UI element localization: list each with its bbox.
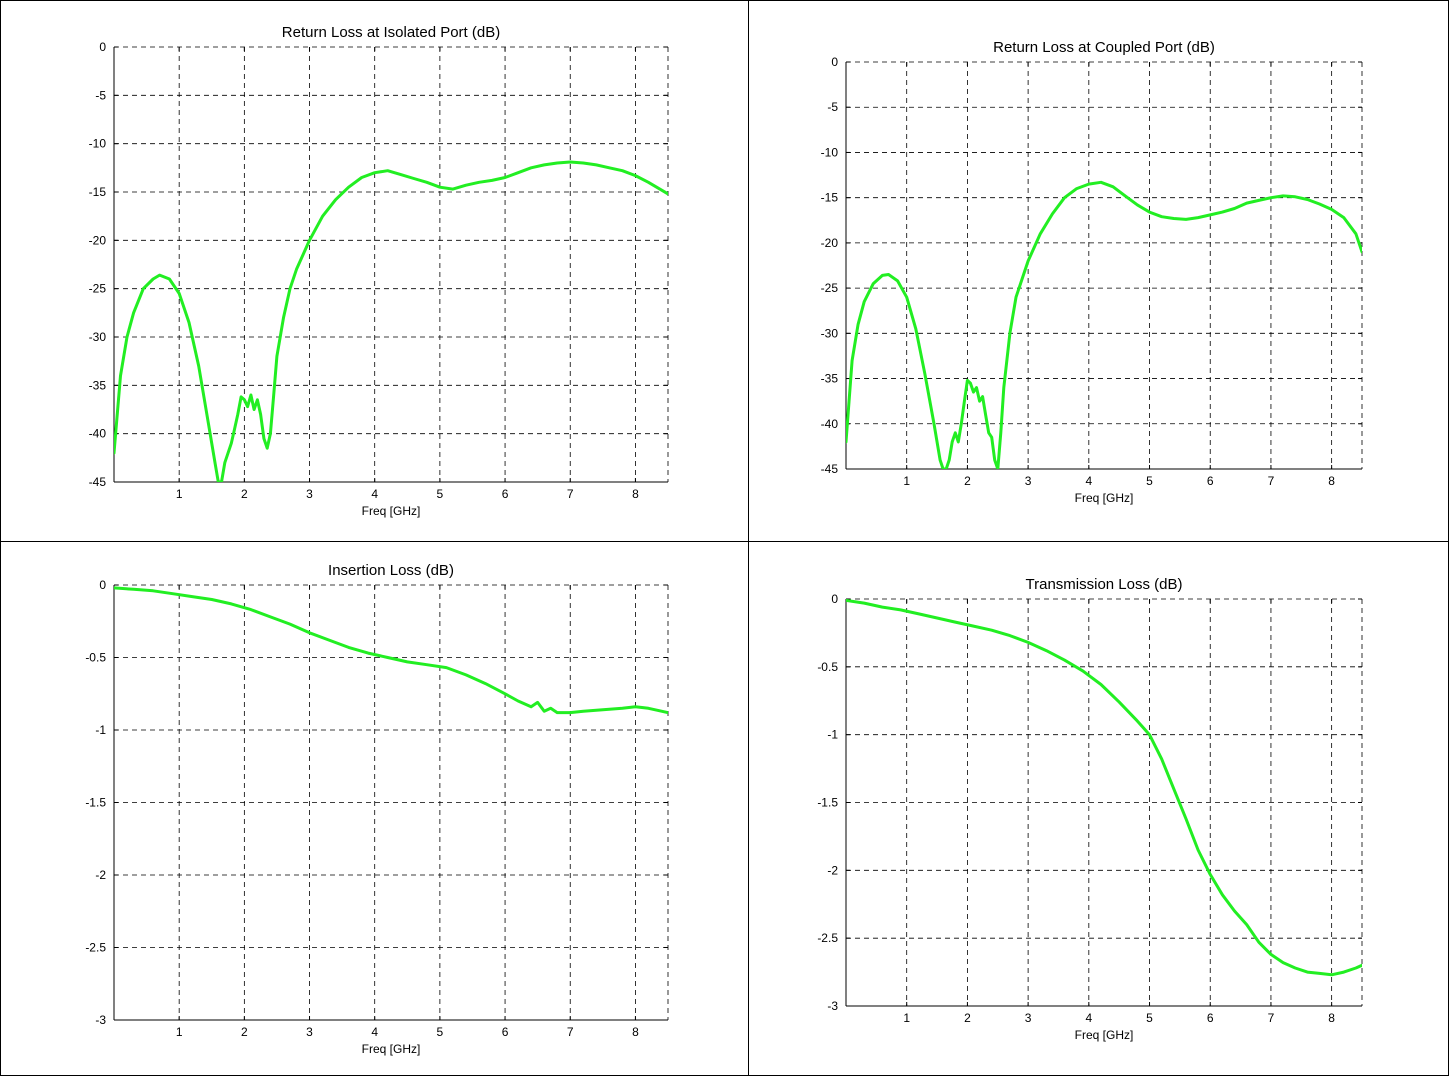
y-tick-label: -20 [821,236,839,250]
y-tick-label: -45 [821,462,839,476]
y-tick-label: 0 [99,578,106,592]
x-tick-label: 8 [1328,474,1335,488]
x-tick-label: 1 [903,1011,910,1025]
chart-return-loss-coupled: Return Loss at Coupled Port (dB) 1 2 3 4 5 6 7 8… [821,39,1363,505]
chart-title: Return Loss at Coupled Port (dB) [993,39,1215,56]
x-axis-label: Freq [GHz] [362,504,421,518]
x-axis-label: Freq [GHz] [362,1042,421,1056]
x-tick-label: 7 [1268,474,1275,488]
y-tick-label: 0 [831,55,838,69]
y-tick-label: -0.5 [817,660,838,674]
y-tick-label: -15 [89,185,107,199]
y-tick-label: -2 [827,863,838,877]
x-tick-label: 1 [903,474,910,488]
y-tick-label: -30 [89,330,107,344]
y-tick-label: -25 [89,282,107,296]
x-tick-label: 4 [371,487,378,501]
y-tick-label: -40 [89,427,107,441]
y-tick-label: -10 [821,145,839,159]
series-line [846,180,1362,469]
y-tick-label: -35 [89,378,107,392]
x-axis-label: Freq [GHz] [1075,491,1134,505]
panel-transmission-loss: Transmission Loss (dB) 1 2 3 4 5 6 7 8 0 -0.5 -1 -1.… [748,541,1449,1076]
panel-return-loss-isolated: Return Loss at Isolated Port (dB) 1 2 3 4 5 6 7… [0,0,749,542]
y-tick-label: -10 [89,137,107,151]
chart-title: Insertion Loss (dB) [328,562,454,579]
x-tick-label: 2 [241,487,248,501]
x-tick-label: 4 [371,1025,378,1039]
y-tick-label: -5 [827,100,838,114]
y-tick-label: 0 [99,40,106,54]
x-tick-label: 5 [437,1025,444,1039]
y-tick-label: -15 [821,191,839,205]
x-tick-label: 5 [437,487,444,501]
x-tick-label: 3 [1025,474,1032,488]
y-tick-label: -2.5 [85,941,106,955]
y-tick-label: -5 [95,88,106,102]
x-tick-label: 2 [241,1025,248,1039]
y-tick-label: -2.5 [817,931,838,945]
series-line [846,599,1362,977]
chart-transmission-loss: Transmission Loss (dB) 1 2 3 4 5 6 7 8 0 -0.5 -1 -1.… [817,576,1363,1042]
y-tick-label: -2 [95,868,106,882]
x-tick-label: 6 [1207,1011,1214,1025]
x-tick-label: 2 [964,1011,971,1025]
y-tick-label: -30 [821,326,839,340]
x-tick-label: 1 [176,487,183,501]
y-tick-label: -35 [821,372,839,386]
y-tick-label: -1.5 [817,796,838,810]
x-tick-label: 5 [1146,474,1153,488]
y-tick-label: -3 [95,1013,106,1027]
x-tick-label: 3 [1025,1011,1032,1025]
series-line [114,586,668,715]
y-tick-label: 0 [831,592,838,606]
x-tick-label: 8 [1328,1011,1335,1025]
y-tick-label: -1 [95,723,106,737]
x-tick-label: 4 [1085,1011,1092,1025]
x-tick-label: 8 [632,1025,639,1039]
y-tick-label: -3 [827,999,838,1013]
x-tick-label: 3 [306,1025,313,1039]
chart-insertion-loss: Insertion Loss (dB) 1 2 3 4 5 6 7 8 0 -0.5 -1 -1.5 -2… [85,562,669,1056]
x-tick-label: 6 [502,1025,509,1039]
series-line [114,160,668,482]
y-tick-label: -45 [89,475,107,489]
x-tick-label: 6 [1207,474,1214,488]
x-tick-label: 7 [1268,1011,1275,1025]
x-tick-label: 2 [964,474,971,488]
y-tick-label: -1 [827,728,838,742]
y-tick-label: -0.5 [85,651,106,665]
x-axis-label: Freq [GHz] [1075,1028,1134,1042]
panel-insertion-loss: Insertion Loss (dB) 1 2 3 4 5 6 7 8 0 -0.5 -1 -1.5 -2… [0,541,749,1076]
y-tick-label: -20 [89,233,107,247]
y-tick-label: -1.5 [85,796,106,810]
chart-title: Transmission Loss (dB) [1026,576,1183,593]
x-tick-label: 8 [632,487,639,501]
chart-return-loss-isolated: Return Loss at Isolated Port (dB) 1 2 3 4 5 6 7… [89,24,669,518]
chart-title: Return Loss at Isolated Port (dB) [282,24,500,41]
x-tick-label: 5 [1146,1011,1153,1025]
x-tick-label: 1 [176,1025,183,1039]
x-tick-label: 6 [502,487,509,501]
x-tick-label: 7 [567,1025,574,1039]
panel-return-loss-coupled: Return Loss at Coupled Port (dB) 1 2 3 4 5 6 7 8… [748,0,1449,542]
y-tick-label: -25 [821,281,839,295]
x-tick-label: 4 [1085,474,1092,488]
y-tick-label: -40 [821,417,839,431]
x-tick-label: 7 [567,487,574,501]
x-tick-label: 3 [306,487,313,501]
